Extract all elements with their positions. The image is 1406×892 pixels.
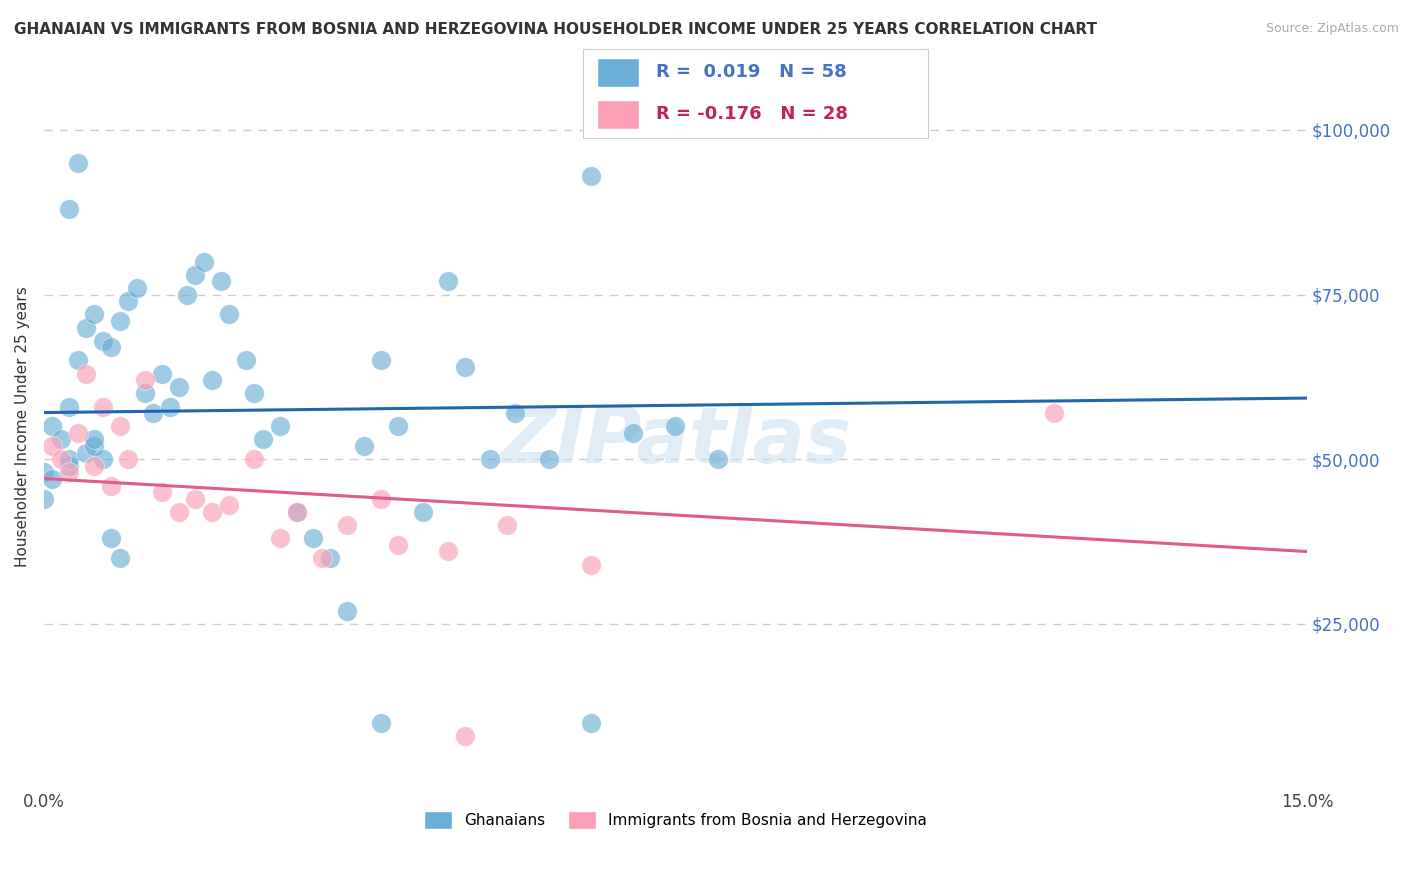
Point — [32, 466, 55, 480]
Point — [311, 551, 333, 566]
Point — [581, 558, 603, 572]
Point — [664, 419, 686, 434]
Point — [387, 538, 409, 552]
Point — [243, 386, 266, 401]
Point — [66, 156, 89, 170]
Point — [75, 445, 97, 459]
Point — [134, 373, 156, 387]
Point — [32, 491, 55, 506]
Point — [285, 505, 308, 519]
Point — [285, 505, 308, 519]
Point — [100, 340, 122, 354]
Point — [336, 518, 359, 533]
Point — [108, 314, 131, 328]
Text: R =  0.019   N = 58: R = 0.019 N = 58 — [655, 63, 846, 81]
Point — [370, 715, 392, 730]
Point — [41, 439, 63, 453]
Point — [167, 505, 190, 519]
Point — [269, 531, 291, 545]
Point — [302, 531, 325, 545]
Y-axis label: Householder Income Under 25 years: Householder Income Under 25 years — [15, 286, 30, 566]
Point — [387, 419, 409, 434]
Text: ZIPatlas: ZIPatlas — [499, 403, 852, 479]
Point — [454, 729, 477, 743]
Point — [117, 452, 139, 467]
Point — [496, 518, 519, 533]
Point — [108, 551, 131, 566]
Point — [538, 452, 561, 467]
Point — [184, 491, 207, 506]
Point — [58, 400, 80, 414]
Bar — [598, 100, 638, 129]
Point — [706, 452, 728, 467]
Point — [100, 531, 122, 545]
Point — [252, 433, 274, 447]
Point — [58, 458, 80, 473]
Point — [235, 353, 257, 368]
Legend: Ghanaians, Immigrants from Bosnia and Herzegovina: Ghanaians, Immigrants from Bosnia and He… — [418, 805, 932, 835]
Point — [243, 452, 266, 467]
Point — [218, 499, 240, 513]
Point — [370, 353, 392, 368]
Point — [75, 320, 97, 334]
Point — [479, 452, 502, 467]
Point — [370, 491, 392, 506]
Point — [49, 433, 72, 447]
Point — [269, 419, 291, 434]
Point — [218, 307, 240, 321]
Point — [83, 433, 105, 447]
Point — [150, 485, 173, 500]
Point — [83, 458, 105, 473]
Point — [437, 544, 460, 558]
Point — [353, 439, 375, 453]
Point — [142, 406, 165, 420]
Point — [1043, 406, 1066, 420]
Point — [58, 466, 80, 480]
Point — [167, 380, 190, 394]
Point — [100, 478, 122, 492]
Text: R = -0.176   N = 28: R = -0.176 N = 28 — [655, 105, 848, 123]
Point — [412, 505, 434, 519]
Point — [134, 386, 156, 401]
Point — [91, 400, 114, 414]
Point — [108, 419, 131, 434]
Point — [209, 274, 232, 288]
Point — [66, 353, 89, 368]
Point — [621, 425, 644, 440]
Point — [125, 281, 148, 295]
Point — [505, 406, 527, 420]
Point — [193, 254, 215, 268]
Point — [201, 505, 224, 519]
Point — [49, 452, 72, 467]
Point — [176, 287, 198, 301]
Point — [319, 551, 342, 566]
Bar — [598, 58, 638, 87]
Point — [201, 373, 224, 387]
Text: Source: ZipAtlas.com: Source: ZipAtlas.com — [1265, 22, 1399, 36]
Point — [454, 359, 477, 374]
Point — [91, 334, 114, 348]
Point — [150, 367, 173, 381]
Point — [117, 294, 139, 309]
Point — [581, 715, 603, 730]
Point — [58, 202, 80, 216]
Point — [336, 604, 359, 618]
Point — [83, 439, 105, 453]
Point — [41, 419, 63, 434]
Point — [184, 268, 207, 282]
Point — [581, 169, 603, 183]
Point — [58, 452, 80, 467]
Point — [75, 367, 97, 381]
Point — [159, 400, 181, 414]
Point — [83, 307, 105, 321]
Point — [91, 452, 114, 467]
Point — [41, 472, 63, 486]
Text: GHANAIAN VS IMMIGRANTS FROM BOSNIA AND HERZEGOVINA HOUSEHOLDER INCOME UNDER 25 Y: GHANAIAN VS IMMIGRANTS FROM BOSNIA AND H… — [14, 22, 1097, 37]
Point — [437, 274, 460, 288]
Point — [66, 425, 89, 440]
